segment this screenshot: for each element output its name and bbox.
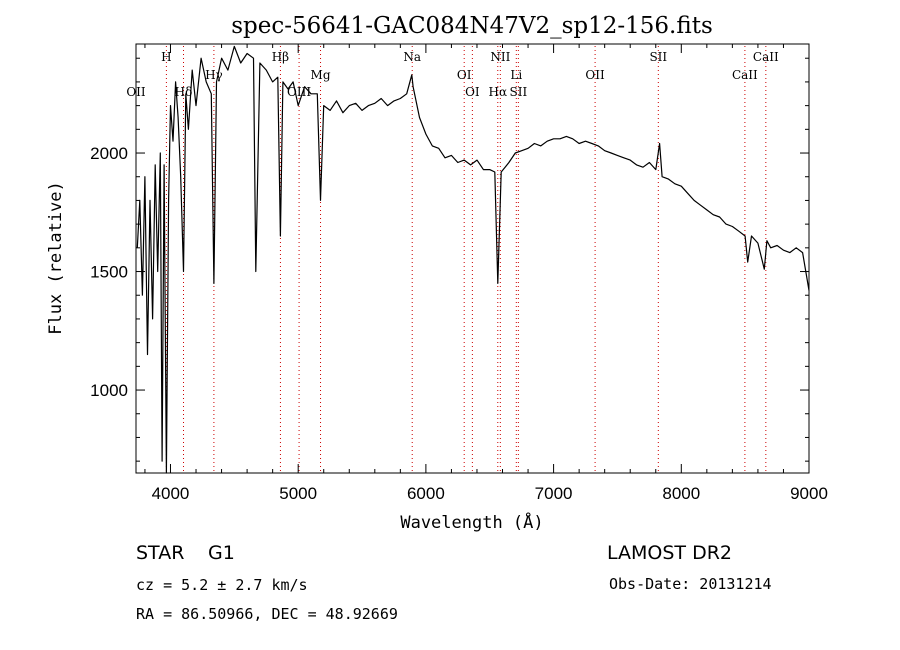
- spectral-line-label-4: Hβ: [272, 50, 289, 64]
- object-subclass: G1: [208, 542, 235, 564]
- x-tick-label-0: 4000: [152, 484, 190, 503]
- spectral-line-label-10: NII: [490, 50, 510, 64]
- y-axis-ticks: 1000 1500 2000: [90, 57, 809, 462]
- spectral-line-label-1: H: [161, 50, 171, 64]
- survey-name: LAMOST DR2: [607, 542, 732, 564]
- chart-title: spec-56641-GAC084N47V2_sp12-156.fits: [231, 13, 713, 39]
- spectral-line-label-5: OIII: [287, 85, 311, 99]
- spectral-line-label-17: CaII: [753, 50, 779, 64]
- spectral-line-label-9: OI: [465, 85, 480, 99]
- spectral-line-label-2: Hδ: [175, 85, 193, 99]
- y-tick-label-0: 1000: [90, 381, 128, 400]
- coordinates-text: RA = 86.50966, DEC = 48.92669: [136, 605, 398, 623]
- y-tick-label-2: 2000: [90, 144, 128, 163]
- x-axis-ticks: 4000 5000 6000 7000 8000 9000: [144, 44, 828, 503]
- spectral-line-label-16: CaII: [732, 68, 758, 82]
- x-tick-label-2: 6000: [407, 484, 445, 503]
- plot-frame: [135, 43, 810, 474]
- spectral-line-label-6: Mg: [311, 68, 331, 82]
- spectral-line-label-11: Hα: [488, 85, 507, 99]
- spectral-line-label-13: SII: [509, 85, 527, 99]
- y-tick-label-1: 1500: [90, 263, 128, 282]
- object-class: STAR: [136, 542, 184, 564]
- x-tick-label-3: 7000: [535, 484, 573, 503]
- redshift-text: cz = 5.2 ± 2.7 km/s: [136, 576, 308, 594]
- x-axis-label: Wavelength (Å): [400, 511, 543, 533]
- spectral-line-label-15: SII: [649, 50, 667, 64]
- x-tick-label-5: 9000: [790, 484, 828, 503]
- spectral-line-label-14: OII: [585, 68, 605, 82]
- spectrum-line: [136, 45, 810, 474]
- x-tick-label-4: 8000: [662, 484, 700, 503]
- spectral-line-labels: OIIHHδHγHβOIIIMgNaOIOINIIHαLiSIIOIISIICa…: [126, 50, 779, 99]
- y-axis-label: Flux (relative): [46, 181, 66, 335]
- spectral-line-label-3: Hγ: [205, 68, 223, 82]
- spectrum-series: [136, 45, 810, 474]
- spectral-line-label-7: Na: [403, 50, 421, 64]
- spectral-line-label-12: Li: [510, 68, 522, 82]
- x-tick-label-1: 5000: [279, 484, 317, 503]
- spectral-line-label-8: OI: [457, 68, 472, 82]
- observation-date: Obs-Date: 20131214: [609, 575, 772, 593]
